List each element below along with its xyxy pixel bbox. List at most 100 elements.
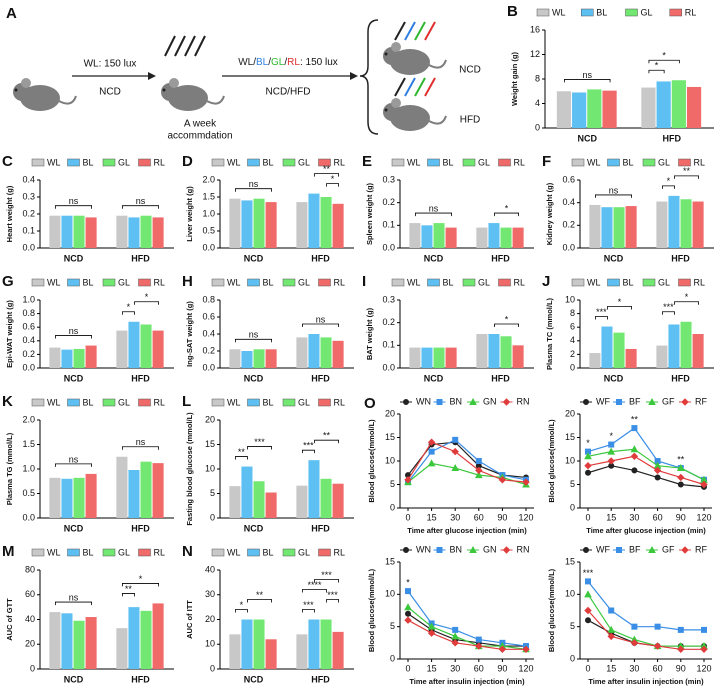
x-tick-label: 60 <box>474 512 484 522</box>
point <box>428 448 435 455</box>
bar <box>253 198 265 248</box>
significance-label: *** <box>303 600 314 610</box>
bar <box>73 215 85 248</box>
bar <box>500 227 512 248</box>
legend-marker <box>681 398 689 406</box>
x-tick-label: 0 <box>405 512 410 522</box>
bar <box>421 225 433 248</box>
point <box>475 636 482 643</box>
y-tick-label: 5 <box>390 479 395 489</box>
bar <box>85 345 97 368</box>
x-tick-label: 30 <box>629 512 639 522</box>
legend-label: WL <box>552 7 566 17</box>
bar <box>625 348 637 368</box>
y-tick-label: 40 <box>205 564 215 574</box>
bar <box>85 617 97 669</box>
legend-label: WL <box>47 157 61 167</box>
y-tick-label: 30 <box>205 589 215 599</box>
bar <box>668 324 680 368</box>
legend-swatch <box>498 278 511 287</box>
point <box>427 459 436 467</box>
bar <box>308 193 320 248</box>
panel-label: K <box>2 393 13 410</box>
y-tick-label: 10 <box>565 455 575 465</box>
legend-swatch <box>498 158 511 167</box>
legend-label: GL <box>641 7 653 17</box>
line <box>587 465 705 488</box>
step2-light: WL/BL/GL/RL: 150 lux <box>238 57 338 68</box>
bar <box>680 199 692 248</box>
legend-swatch <box>427 158 440 167</box>
legend-swatch <box>247 278 260 287</box>
significance-label: *** <box>583 568 594 578</box>
x-tick-label: 60 <box>653 663 663 673</box>
y-tick-label: 2.0 <box>202 174 215 184</box>
bar <box>445 227 457 248</box>
significance-bracket <box>247 446 272 450</box>
legend-label: GL <box>298 397 310 407</box>
y-axis-label: Weight gain (g) <box>510 51 519 106</box>
bar <box>61 215 73 248</box>
legend-label: RL <box>514 157 526 167</box>
x-tick-label: HFD <box>311 253 330 263</box>
bar <box>601 326 613 368</box>
legend-marker <box>616 547 622 553</box>
y-axis-label: Heart weight (g) <box>5 185 14 242</box>
legend-marker <box>583 399 589 405</box>
bar <box>692 334 704 368</box>
light-name: WL <box>238 57 253 68</box>
bar <box>128 607 140 669</box>
legend-label: WL <box>47 397 61 407</box>
legend-label: BL <box>623 157 634 167</box>
y-axis-label: Blood glucose(mmol/L) <box>367 419 376 503</box>
legend-label: WL <box>407 157 421 167</box>
x-tick-label: 60 <box>653 512 663 522</box>
legend-swatch <box>282 548 296 557</box>
x-tick-label: NCD <box>578 133 598 143</box>
significance-label: ns <box>429 203 439 213</box>
bar <box>656 345 668 368</box>
bar <box>229 634 241 669</box>
legend-label: BL <box>83 157 94 167</box>
bar <box>116 330 128 368</box>
point <box>427 629 436 637</box>
y-tick-label: 0.6 <box>22 322 35 332</box>
y-tick-label: 1.0 <box>22 463 35 473</box>
significance-bracket <box>494 212 519 217</box>
x-tick-label: NCD <box>64 373 84 383</box>
y-tick-label: 20 <box>205 414 215 424</box>
y-tick-label: 0.0 <box>382 362 395 372</box>
bar <box>128 469 140 518</box>
bar <box>421 347 433 368</box>
y-tick-label: 10 <box>385 455 395 465</box>
y-tick-label: 8 <box>535 73 540 83</box>
point <box>475 466 483 475</box>
legend-label: WF <box>596 544 610 554</box>
bar <box>152 603 164 669</box>
y-tick-label: 0.8 <box>22 308 35 318</box>
significance-bracket <box>55 601 92 606</box>
point <box>608 441 615 448</box>
separator: / <box>268 57 271 68</box>
bar <box>602 90 617 128</box>
x-tick-label: NCD <box>64 674 84 684</box>
x-tick-label: 15 <box>427 512 437 522</box>
significance-label: * <box>662 51 666 61</box>
significance-bracket <box>648 59 680 64</box>
x-tick-label: NCD <box>244 674 264 684</box>
legend-swatch <box>138 158 151 167</box>
y-tick-label: 1.0 <box>202 208 215 218</box>
panel-label: A <box>6 5 17 22</box>
legend-label: RL <box>154 397 166 407</box>
bar <box>296 634 308 669</box>
significance-bracket <box>247 599 272 603</box>
y-tick-label: 0.4 <box>22 335 35 345</box>
bar <box>613 332 625 368</box>
y-tick-label: 12 <box>530 49 540 59</box>
y-tick-label: 60 <box>25 589 35 599</box>
panel-label: D <box>182 153 193 170</box>
legend-swatch <box>581 8 594 17</box>
significance-label: * <box>609 431 613 441</box>
point <box>607 632 615 641</box>
y-tick-label: 0 <box>390 653 395 663</box>
